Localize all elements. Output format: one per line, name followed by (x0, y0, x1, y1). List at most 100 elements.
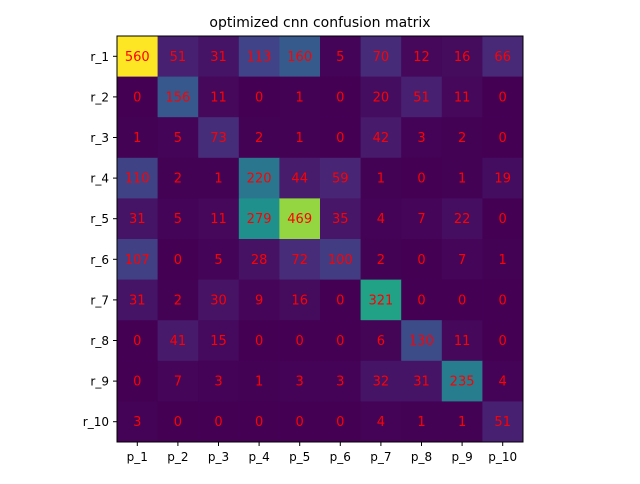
heatmap-cell (198, 360, 240, 402)
heatmap-cell (238, 117, 280, 159)
heatmap-cell (360, 198, 402, 240)
cell-value-label: 1 (255, 375, 263, 390)
heatmap-cell (279, 117, 321, 159)
cell-value-label: 160 (287, 50, 312, 65)
cell-value-label: 156 (165, 90, 190, 105)
heatmap-cell (441, 198, 483, 240)
heatmap-cell (441, 239, 483, 281)
y-tick-label: r_2 (90, 90, 109, 104)
x-tick-label: p_5 (289, 450, 310, 464)
heatmap-cell (320, 239, 362, 281)
cell-value-label: 51 (413, 90, 430, 105)
x-tick-label: p_1 (127, 450, 148, 464)
cell-value-labels: 560 51 31 113 160 5 70 12 16 660 156 11 0 1 0 20 51 11 01 5… (125, 50, 511, 430)
cell-value-label: 321 (368, 293, 393, 308)
cell-value-label: 73 (210, 131, 227, 146)
heatmap-cell (117, 36, 159, 78)
x-tick-label: p_4 (248, 450, 269, 464)
heatmap-cell (360, 239, 402, 281)
cell-value-label: 42 (373, 131, 390, 146)
cell-value-label: 7 (458, 253, 466, 268)
heatmap-cell (401, 117, 443, 159)
cell-value-label: 0 (174, 253, 182, 268)
y-tick-label: r_4 (90, 172, 109, 186)
cell-value-label: 59 (332, 172, 349, 187)
heatmap-cell (441, 117, 483, 159)
heatmap-cell (157, 157, 199, 199)
cell-value-label: 5 (174, 131, 182, 146)
heatmap-cell (238, 36, 280, 78)
heatmap-cell (360, 360, 402, 402)
cell-value-label: 0 (336, 293, 344, 308)
cell-value-label: 1 (214, 172, 222, 187)
heatmap-cell (401, 198, 443, 240)
heatmap-cell (279, 360, 321, 402)
cell-value-label: 11 (210, 212, 227, 227)
heatmap-cell (441, 157, 483, 199)
cell-value-label: 32 (373, 375, 390, 390)
heatmap-cell (238, 76, 280, 118)
cell-value-label: 0 (499, 334, 507, 349)
heatmap-cell (482, 239, 524, 281)
heatmap-cell (360, 157, 402, 199)
cell-value-label: 15 (210, 334, 227, 349)
cell-value-label: 4 (377, 212, 385, 227)
heatmap-cell (360, 401, 402, 443)
cell-value-label: 5 (336, 50, 344, 65)
cell-value-label: 0 (133, 375, 141, 390)
cell-value-label: 0 (214, 415, 222, 430)
cell-value-label: 1 (499, 253, 507, 268)
cell-value-label: 2 (377, 253, 385, 268)
heatmap-cell (157, 36, 199, 78)
heatmap-cell (441, 76, 483, 118)
heatmap-cell (401, 157, 443, 199)
heatmap-cell (441, 279, 483, 321)
heatmap-cell (117, 320, 159, 362)
x-axis: p_1 p_2 p_3 p_4 p_5 p_6 p_7 p_8 p_9 p_10 (127, 442, 517, 464)
cell-value-label: 31 (129, 293, 146, 308)
cell-value-label: 100 (328, 253, 353, 268)
heatmap-cell (482, 198, 524, 240)
cell-value-label: 19 (494, 172, 511, 187)
y-tick-label: r_1 (90, 50, 109, 64)
heatmap-cell (198, 239, 240, 281)
heatmap-cell (320, 157, 362, 199)
cell-value-label: 16 (291, 293, 308, 308)
cell-value-label: 70 (373, 50, 390, 65)
cell-value-label: 1 (458, 415, 466, 430)
heatmap-cell (360, 117, 402, 159)
x-tick-label: p_2 (167, 450, 188, 464)
cell-value-label: 0 (255, 415, 263, 430)
heatmap-cells (117, 36, 524, 443)
cell-value-label: 11 (454, 90, 471, 105)
cell-value-label: 0 (174, 415, 182, 430)
cell-value-label: 0 (458, 293, 466, 308)
cell-value-label: 2 (458, 131, 466, 146)
heatmap-cell (279, 320, 321, 362)
heatmap-cell (157, 239, 199, 281)
heatmap-cell (238, 401, 280, 443)
heatmap-cell (238, 198, 280, 240)
heatmap-cell (401, 360, 443, 402)
cell-value-label: 0 (133, 334, 141, 349)
heatmap-cell (279, 157, 321, 199)
cell-value-label: 560 (125, 50, 150, 65)
heatmap-cell (482, 117, 524, 159)
cell-value-label: 31 (129, 212, 146, 227)
cell-value-label: 1 (377, 172, 385, 187)
heatmap-cell (117, 279, 159, 321)
x-tick-label: p_10 (488, 450, 517, 464)
cell-value-label: 12 (413, 50, 430, 65)
cell-value-label: 0 (499, 131, 507, 146)
heatmap-cell (117, 198, 159, 240)
heatmap-cell (157, 117, 199, 159)
heatmap-cell (238, 320, 280, 362)
cell-value-label: 0 (296, 415, 304, 430)
heatmap-cell (320, 401, 362, 443)
cell-value-label: 7 (417, 212, 425, 227)
cell-value-label: 9 (255, 293, 263, 308)
heatmap-cell (320, 76, 362, 118)
cell-value-label: 41 (170, 334, 187, 349)
cell-value-label: 5 (174, 212, 182, 227)
